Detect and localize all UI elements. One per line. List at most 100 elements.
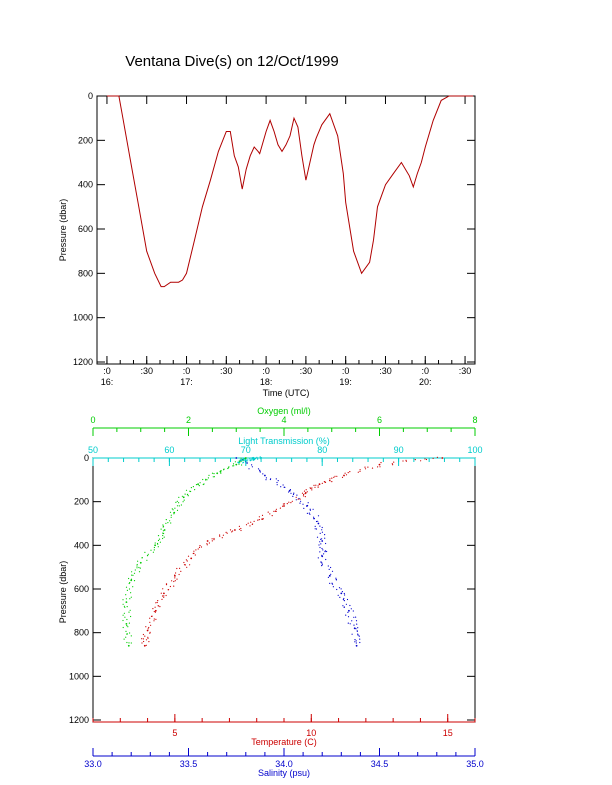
temperature-point: [301, 492, 304, 494]
oxygen-point: [162, 534, 164, 537]
salinity-point: [358, 635, 360, 637]
temperature-point: [238, 525, 240, 528]
salinity-point: [321, 538, 323, 540]
oxygen-point: [154, 544, 157, 547]
oxygen-point: [181, 495, 183, 497]
light-point: [241, 459, 243, 462]
temperature-point: [318, 483, 321, 486]
salinity-point: [332, 586, 334, 588]
temperature-point: [252, 523, 254, 525]
oxygen-point: [147, 553, 149, 555]
salinity-point: [345, 614, 347, 616]
oxygen-point: [162, 537, 164, 540]
temperature-point: [311, 489, 313, 491]
top-x-hour-label: 19:: [339, 377, 352, 387]
oxygen-point: [194, 489, 196, 491]
top-x-minute-label: :30: [300, 366, 313, 376]
temperature-point: [187, 555, 190, 557]
salinity-point: [345, 603, 347, 605]
temperature-point: [167, 589, 169, 591]
oxygen-point: [150, 549, 152, 551]
salinity-point: [346, 598, 349, 601]
temperature-axis: 5 10 15: [92, 714, 476, 738]
temperature-point: [231, 531, 233, 533]
salinity-point: [306, 512, 308, 515]
temperature-point: [249, 525, 251, 527]
temperature-point: [359, 469, 361, 471]
salinity-point: [354, 641, 356, 643]
salinity-point: [353, 616, 355, 618]
salinity-point: [343, 600, 345, 602]
salinity-point: [349, 623, 351, 625]
temperature-point: [364, 468, 367, 470]
temperature-point: [145, 644, 147, 646]
temperature-point: [414, 459, 416, 461]
salinity-point: [264, 474, 266, 477]
temperature-point: [145, 639, 148, 641]
salinity-point: [321, 564, 323, 566]
temperature-point: [288, 501, 290, 503]
salinity-point: [316, 536, 319, 538]
temperature-point: [197, 548, 199, 550]
salinity-point: [276, 481, 278, 484]
oxygen-point: [184, 493, 186, 495]
temperature-point: [377, 466, 379, 468]
salinity-point: [342, 605, 344, 607]
salinity-point: [342, 599, 344, 601]
oxygen-point: [208, 474, 210, 476]
salinity-point: [327, 565, 329, 567]
temperature-point: [283, 505, 285, 507]
temperature-point: [267, 511, 269, 513]
temperature-point: [299, 498, 301, 500]
oxygen-point: [128, 577, 130, 580]
light-point: [249, 460, 251, 462]
light-point: [252, 456, 254, 459]
temperature-point: [174, 577, 176, 579]
temperature-point: [331, 481, 333, 483]
temperature-point: [357, 471, 359, 473]
oxygen-axis: 0 2 4 6 8: [90, 415, 478, 436]
oxygen-point: [171, 508, 173, 510]
top-x-minute-label: :30: [220, 366, 233, 376]
light-point: [251, 458, 253, 460]
oxygen-point: [158, 538, 161, 540]
salinity-point: [309, 509, 311, 511]
salinity-point: [280, 486, 282, 488]
oxygen-point: [139, 567, 141, 569]
temperature-point: [364, 466, 366, 468]
salinity-point: [303, 507, 305, 509]
light-point: [242, 461, 245, 463]
temperature-point: [157, 600, 159, 602]
salinity-point: [357, 634, 359, 636]
oxygen-point: [124, 606, 126, 608]
salinity-point: [251, 466, 253, 468]
temperature-point: [176, 578, 178, 580]
temperature-point: [148, 641, 150, 643]
oxygen-point: [162, 526, 164, 528]
salinity-point: [313, 516, 315, 518]
top-y-tick-label: 0: [88, 91, 93, 101]
temperature-point: [163, 595, 165, 597]
salinity-point: [337, 594, 339, 596]
salinity-point: [350, 608, 352, 610]
top-x-hour-label: 16:: [101, 377, 114, 387]
oxygen-point: [187, 495, 189, 497]
top-x-hour-label: 18:: [260, 377, 273, 387]
oxygen-point: [125, 636, 127, 638]
temperature-point: [142, 633, 144, 636]
oxygen-point: [167, 522, 169, 524]
temperature-point: [331, 477, 333, 479]
temperature-point: [158, 605, 160, 607]
salinity-point: [353, 627, 356, 630]
salinity-point: [275, 478, 277, 480]
top-x-hour-label: 17:: [180, 377, 193, 387]
light-point: [247, 459, 249, 461]
salinity-point: [321, 565, 323, 567]
salinity-point: [344, 594, 346, 596]
temperature-axis-tick-label: 5: [172, 728, 177, 738]
temperature-point: [143, 644, 146, 647]
temperature-point: [154, 606, 156, 608]
temperature-axis-tick-label: 10: [306, 728, 316, 738]
temperature-point: [183, 564, 186, 566]
